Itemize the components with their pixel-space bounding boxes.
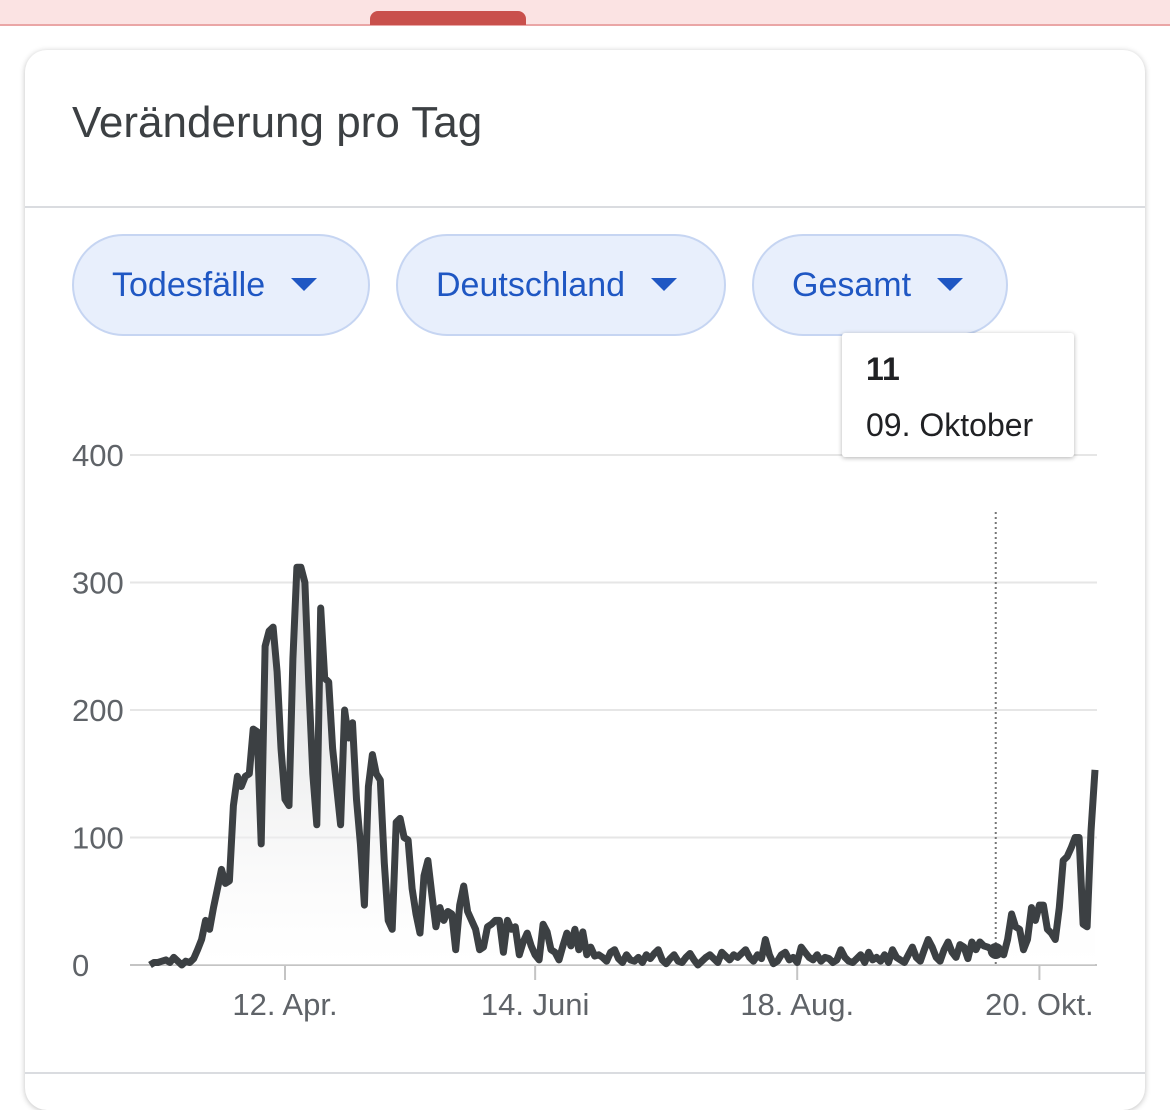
dropdown-arrow[interactable] <box>291 278 318 292</box>
chip-label[interactable]: Gesamt <box>792 265 912 304</box>
divider <box>25 206 1145 208</box>
hover-point <box>987 942 1004 959</box>
y-tick-label: 0 <box>72 948 89 983</box>
divider <box>25 1072 1145 1074</box>
y-tick-label: 400 <box>72 438 124 473</box>
chip-label[interactable]: Deutschland <box>436 265 626 304</box>
dropdown-arrow[interactable] <box>937 278 964 292</box>
tab-indicator <box>370 11 526 25</box>
area <box>150 567 1095 965</box>
y-tick-label: 200 <box>72 693 124 728</box>
x-tick-label: 20. Okt. <box>985 987 1094 1022</box>
y-tick-label: 300 <box>72 566 124 601</box>
y-tick-label: 100 <box>72 821 124 856</box>
tooltip: 11 09. Oktober <box>842 333 1074 457</box>
top-bar <box>0 0 1170 26</box>
tooltip-date: 09. Oktober <box>866 407 1034 443</box>
tooltip-value: 11 <box>866 351 900 387</box>
x-tick-label: 18. Aug. <box>740 987 854 1022</box>
chip[interactable]: Todesfälle <box>72 234 370 336</box>
x-tick-label: 14. Juni <box>481 987 590 1022</box>
card-title: Veränderung pro Tag <box>72 98 483 147</box>
dropdown-arrow[interactable] <box>651 278 678 292</box>
page: Veränderung pro Tag Todesfälle Deutschla… <box>0 0 1170 1074</box>
chip[interactable]: Gesamt <box>752 234 1008 336</box>
chart: 0 100 200 300 400 12. Apr. 14. Juni 18. Aug. 20.… <box>72 438 1099 1022</box>
line <box>148 563 1099 969</box>
chip[interactable]: Deutschland <box>396 234 726 336</box>
x-tick-label: 12. Apr. <box>232 987 337 1022</box>
chip-label[interactable]: Todesfälle <box>112 265 266 304</box>
